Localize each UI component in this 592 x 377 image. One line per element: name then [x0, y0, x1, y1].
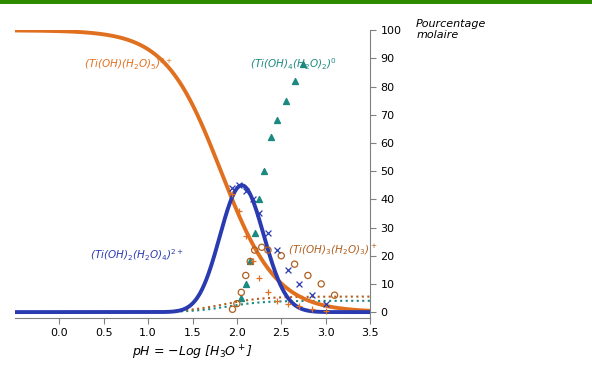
Point — [228, 306, 237, 312]
Y-axis label: Pourcentage
molaire: Pourcentage molaire — [416, 19, 487, 40]
Point — [259, 168, 268, 174]
Point — [284, 300, 293, 307]
Text: (Ti(OH)(H$_2$O)$_5$)$^{3+}$: (Ti(OH)(H$_2$O)$_5$)$^{3+}$ — [84, 57, 173, 72]
Point — [321, 308, 330, 314]
Text: (Ti(OH)$_2$(H$_2$O)$_4$)$^{2+}$: (Ti(OH)$_2$(H$_2$O)$_4$)$^{2+}$ — [91, 248, 185, 264]
Point — [241, 273, 250, 279]
Point — [255, 196, 264, 202]
Point — [228, 191, 237, 197]
Point — [241, 233, 250, 239]
Point — [255, 210, 264, 216]
Point — [234, 182, 243, 188]
Point — [290, 261, 300, 267]
Point — [272, 118, 282, 124]
Point — [294, 303, 304, 310]
Point — [284, 267, 293, 273]
Point — [255, 275, 264, 281]
Point — [263, 290, 273, 296]
Point — [246, 258, 255, 264]
Point — [246, 258, 255, 264]
X-axis label: $\mathit{pH}$ = $\mathit{-Log}$ [$H_3O^+$]: $\mathit{pH}$ = $\mathit{-Log}$ [$H_3O^+… — [132, 344, 253, 362]
Point — [317, 281, 326, 287]
Point — [308, 306, 317, 312]
Point — [303, 273, 313, 279]
Point — [308, 292, 317, 298]
Point — [321, 300, 330, 307]
Point — [250, 247, 259, 253]
Text: (Ti(OH)$_4$(H$_2$O)$_2$)$^0$: (Ti(OH)$_4$(H$_2$O)$_2$)$^0$ — [250, 57, 337, 72]
Point — [330, 292, 339, 298]
Point — [263, 247, 273, 253]
Point — [263, 230, 273, 236]
Point — [272, 247, 282, 253]
Point — [294, 281, 304, 287]
Point — [250, 230, 259, 236]
Point — [257, 244, 266, 250]
Point — [248, 196, 258, 202]
Point — [276, 253, 286, 259]
Point — [228, 185, 237, 191]
Point — [272, 298, 282, 304]
Point — [281, 98, 291, 104]
Point — [266, 134, 275, 140]
Point — [237, 295, 246, 301]
Point — [248, 258, 258, 264]
Point — [241, 188, 250, 194]
Point — [299, 61, 308, 67]
Point — [237, 290, 246, 296]
Text: (Ti(OH)$_3$(H$_2$O)$_3$)$^+$: (Ti(OH)$_3$(H$_2$O)$_3$)$^+$ — [288, 243, 378, 257]
Point — [232, 300, 242, 307]
Point — [241, 281, 250, 287]
Point — [234, 208, 243, 214]
Point — [290, 78, 300, 84]
